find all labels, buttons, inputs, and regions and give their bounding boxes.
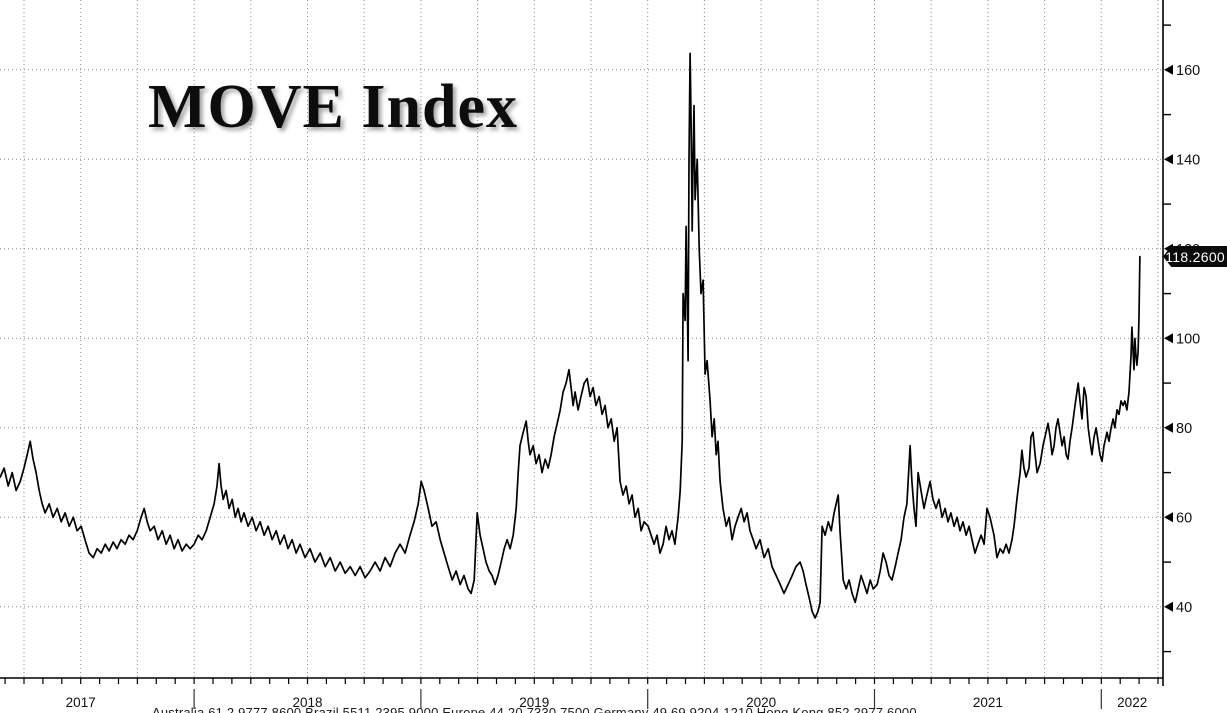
y-tick-arrow-icon (1164, 64, 1173, 75)
y-tick-arrow-icon (1164, 601, 1173, 612)
chart-title: MOVE Index (148, 73, 518, 141)
y-tick-arrow-icon (1164, 512, 1173, 523)
y-tick-arrow-icon (1164, 154, 1173, 165)
y-axis-tick-label: 80 (1176, 421, 1192, 437)
y-tick-arrow-icon (1164, 333, 1173, 344)
y-axis-tick-label: 40 (1176, 600, 1192, 616)
y-axis-tick-label: 100 (1176, 331, 1200, 347)
last-price-badge: 118.2600 (1163, 246, 1227, 267)
bloomberg-footer-text: Australia 61 2 9777 8600 Brazil 5511 239… (152, 705, 917, 713)
last-price-label: 118.2600 (1165, 248, 1225, 265)
x-axis-year-label: 2020 (746, 695, 776, 710)
x-axis-year-label: 2019 (519, 695, 549, 710)
x-axis-year-label: 2017 (66, 695, 96, 710)
y-axis-tick-label: 160 (1176, 63, 1200, 79)
y-axis-tick-label: 140 (1176, 152, 1200, 168)
price-line (0, 52, 1141, 619)
y-tick-arrow-icon (1164, 422, 1173, 433)
y-axis-tick-label: 60 (1176, 510, 1192, 526)
x-axis-year-label: 2021 (973, 695, 1003, 710)
x-axis-year-label: 2022 (1117, 695, 1147, 710)
x-axis-year-label: 2018 (292, 695, 322, 710)
